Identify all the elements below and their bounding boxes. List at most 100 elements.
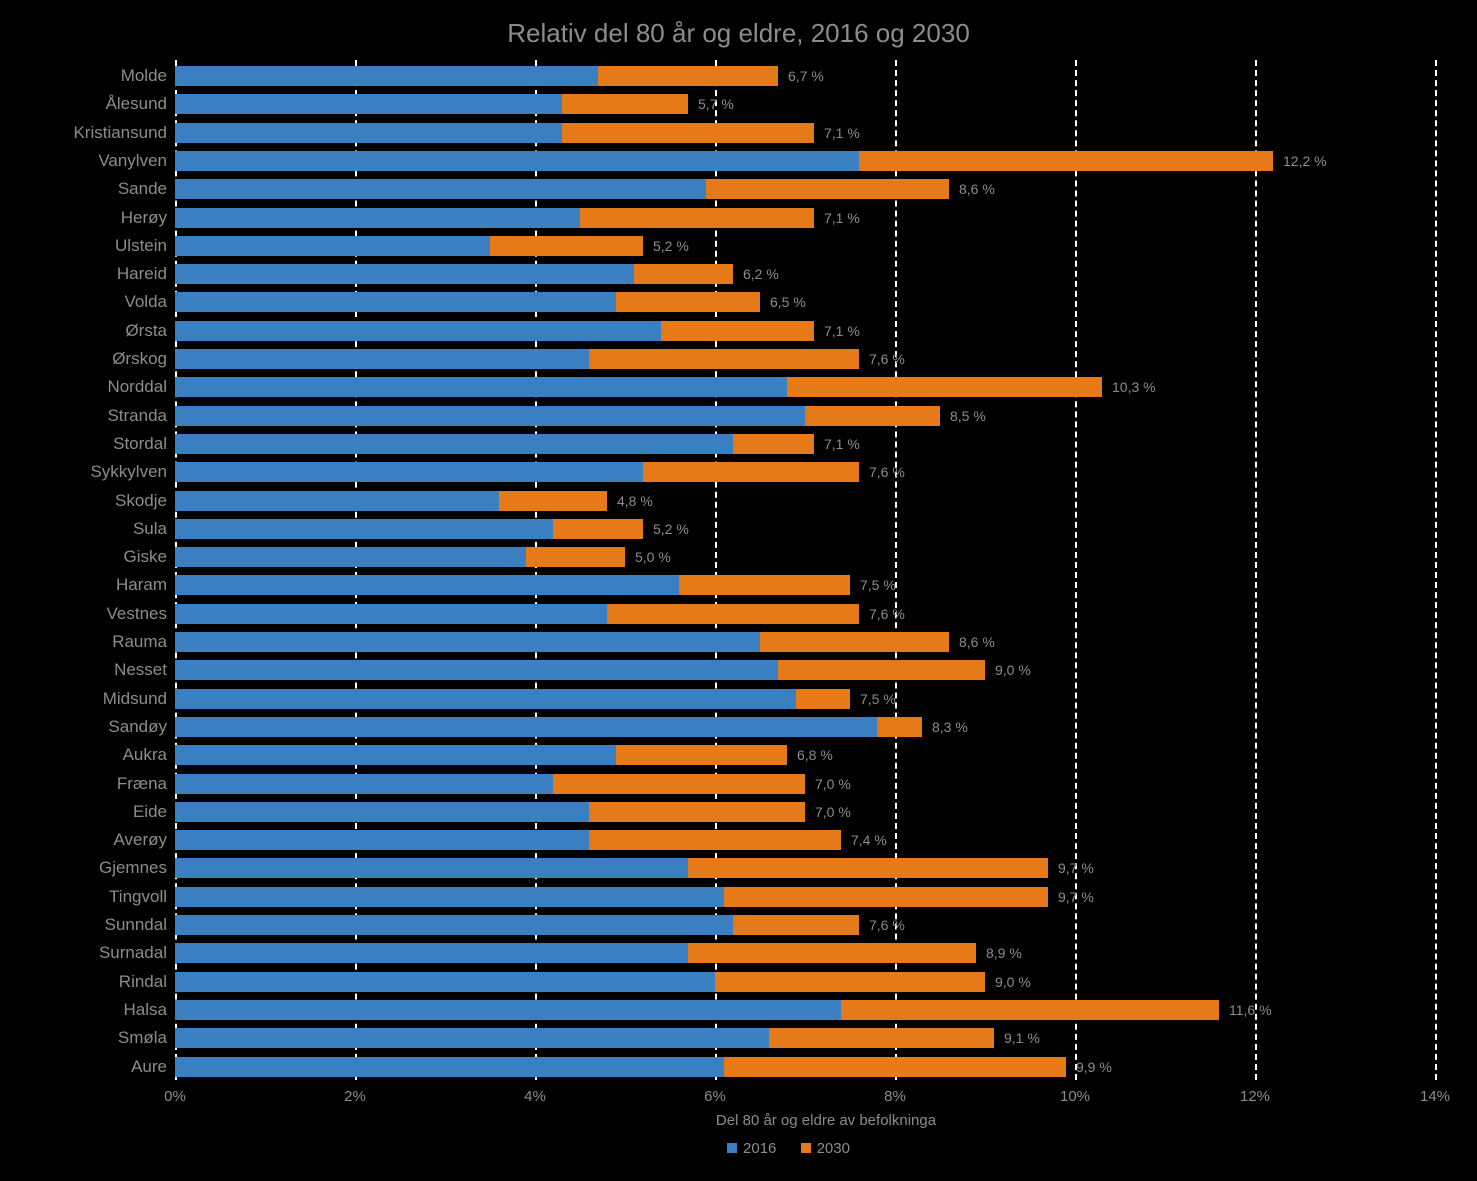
bar-2016 — [175, 179, 706, 199]
bar-2016 — [175, 208, 580, 228]
bar-2016 — [175, 151, 859, 171]
bar-row: 9,7 % — [175, 858, 1435, 878]
bar-row: 7,1 % — [175, 123, 1435, 143]
data-label: 7,1 % — [824, 210, 860, 226]
y-axis-label: Kristiansund — [7, 123, 167, 143]
data-label: 6,2 % — [743, 266, 779, 282]
bar-2016 — [175, 717, 877, 737]
bar-2016 — [175, 321, 661, 341]
y-axis-label: Tingvoll — [7, 887, 167, 907]
y-axis-label: Nesset — [7, 660, 167, 680]
bar-row: 7,1 % — [175, 434, 1435, 454]
bar-row: 9,0 % — [175, 660, 1435, 680]
y-axis-label: Hareid — [7, 264, 167, 284]
bar-2016 — [175, 1028, 769, 1048]
bar-2016 — [175, 292, 616, 312]
y-axis-label: Aukra — [7, 745, 167, 765]
bar-2016 — [175, 491, 499, 511]
bar-2016 — [175, 123, 562, 143]
bar-row: 6,5 % — [175, 292, 1435, 312]
data-label: 7,0 % — [815, 776, 851, 792]
bar-row: 7,1 % — [175, 208, 1435, 228]
y-axis-label: Sula — [7, 519, 167, 539]
data-label: 5,2 % — [653, 238, 689, 254]
bar-row: 8,9 % — [175, 943, 1435, 963]
data-label: 10,3 % — [1112, 379, 1156, 395]
data-label: 8,6 % — [959, 181, 995, 197]
y-axis-label: Sykkylven — [7, 462, 167, 482]
chart-title: Relativ del 80 år og eldre, 2016 og 2030 — [0, 0, 1477, 59]
data-label: 6,5 % — [770, 294, 806, 310]
bar-2016 — [175, 858, 688, 878]
data-label: 6,8 % — [797, 747, 833, 763]
data-label: 7,1 % — [824, 436, 860, 452]
plot-area: 6,7 % 5,7 % 7,1 % 12,2 % 8,6 % 7,1 % 5,2 % 6,2 … — [175, 60, 1435, 1080]
data-label: 8,5 % — [950, 408, 986, 424]
bar-2016 — [175, 547, 526, 567]
bar-2016 — [175, 972, 715, 992]
y-axis-label: Halsa — [7, 1000, 167, 1020]
bar-2016 — [175, 887, 724, 907]
y-axis-label: Sandøy — [7, 717, 167, 737]
bar-row: 8,6 % — [175, 179, 1435, 199]
data-label: 7,4 % — [851, 832, 887, 848]
bar-row: 7,6 % — [175, 349, 1435, 369]
data-label: 12,2 % — [1283, 153, 1327, 169]
bar-row: 5,0 % — [175, 547, 1435, 567]
y-axis-label: Rindal — [7, 972, 167, 992]
legend-swatch-2016 — [727, 1143, 737, 1153]
data-label: 6,7 % — [788, 68, 824, 84]
legend: 2016 2030 — [0, 1140, 1477, 1157]
y-axis-label: Smøla — [7, 1028, 167, 1048]
bar-2016 — [175, 802, 589, 822]
bar-row: 9,1 % — [175, 1028, 1435, 1048]
data-label: 5,0 % — [635, 549, 671, 565]
data-label: 9,0 % — [995, 662, 1031, 678]
data-label: 7,6 % — [869, 464, 905, 480]
bar-row: 8,5 % — [175, 406, 1435, 426]
x-tick-label: 0% — [164, 1088, 186, 1105]
y-axis-label: Sande — [7, 179, 167, 199]
bar-row: 4,8 % — [175, 491, 1435, 511]
data-label: 5,7 % — [698, 96, 734, 112]
bar-row: 11,6 % — [175, 1000, 1435, 1020]
y-axis-label: Herøy — [7, 208, 167, 228]
y-axis-label: Midsund — [7, 689, 167, 709]
bar-row: 7,6 % — [175, 915, 1435, 935]
y-axis-label: Norddal — [7, 377, 167, 397]
gridline — [1435, 60, 1437, 1080]
data-label: 7,6 % — [869, 917, 905, 933]
bar-row: 7,4 % — [175, 830, 1435, 850]
bar-2016 — [175, 604, 607, 624]
y-axis-label: Vanylven — [7, 151, 167, 171]
bar-2016 — [175, 377, 787, 397]
x-tick-label: 2% — [344, 1088, 366, 1105]
y-axis-label: Ålesund — [7, 94, 167, 114]
x-axis-title: Del 80 år og eldre av befolkninga — [0, 1112, 1477, 1129]
bar-row: 9,9 % — [175, 1057, 1435, 1077]
bar-row: 9,0 % — [175, 972, 1435, 992]
y-axis-label: Vestnes — [7, 604, 167, 624]
y-axis-label: Molde — [7, 66, 167, 86]
y-axis-label: Gjemnes — [7, 858, 167, 878]
y-axis-label: Averøy — [7, 830, 167, 850]
data-label: 9,7 % — [1058, 889, 1094, 905]
legend-swatch-2030 — [801, 1143, 811, 1153]
bar-row: 8,6 % — [175, 632, 1435, 652]
chart-container: Relativ del 80 år og eldre, 2016 og 2030… — [0, 0, 1477, 1181]
bar-2016 — [175, 519, 553, 539]
bar-row: 6,2 % — [175, 264, 1435, 284]
bar-row: 10,3 % — [175, 377, 1435, 397]
bar-row: 9,7 % — [175, 887, 1435, 907]
y-axis-label: Rauma — [7, 632, 167, 652]
y-axis-label: Skodje — [7, 491, 167, 511]
x-tick-label: 10% — [1060, 1088, 1090, 1105]
bar-2016 — [175, 915, 733, 935]
bar-row: 7,0 % — [175, 774, 1435, 794]
bar-2016 — [175, 575, 679, 595]
bar-2016 — [175, 943, 688, 963]
bar-2016 — [175, 349, 589, 369]
data-label: 11,6 % — [1229, 1002, 1272, 1018]
data-label: 7,5 % — [860, 691, 896, 707]
data-label: 7,1 % — [824, 125, 860, 141]
